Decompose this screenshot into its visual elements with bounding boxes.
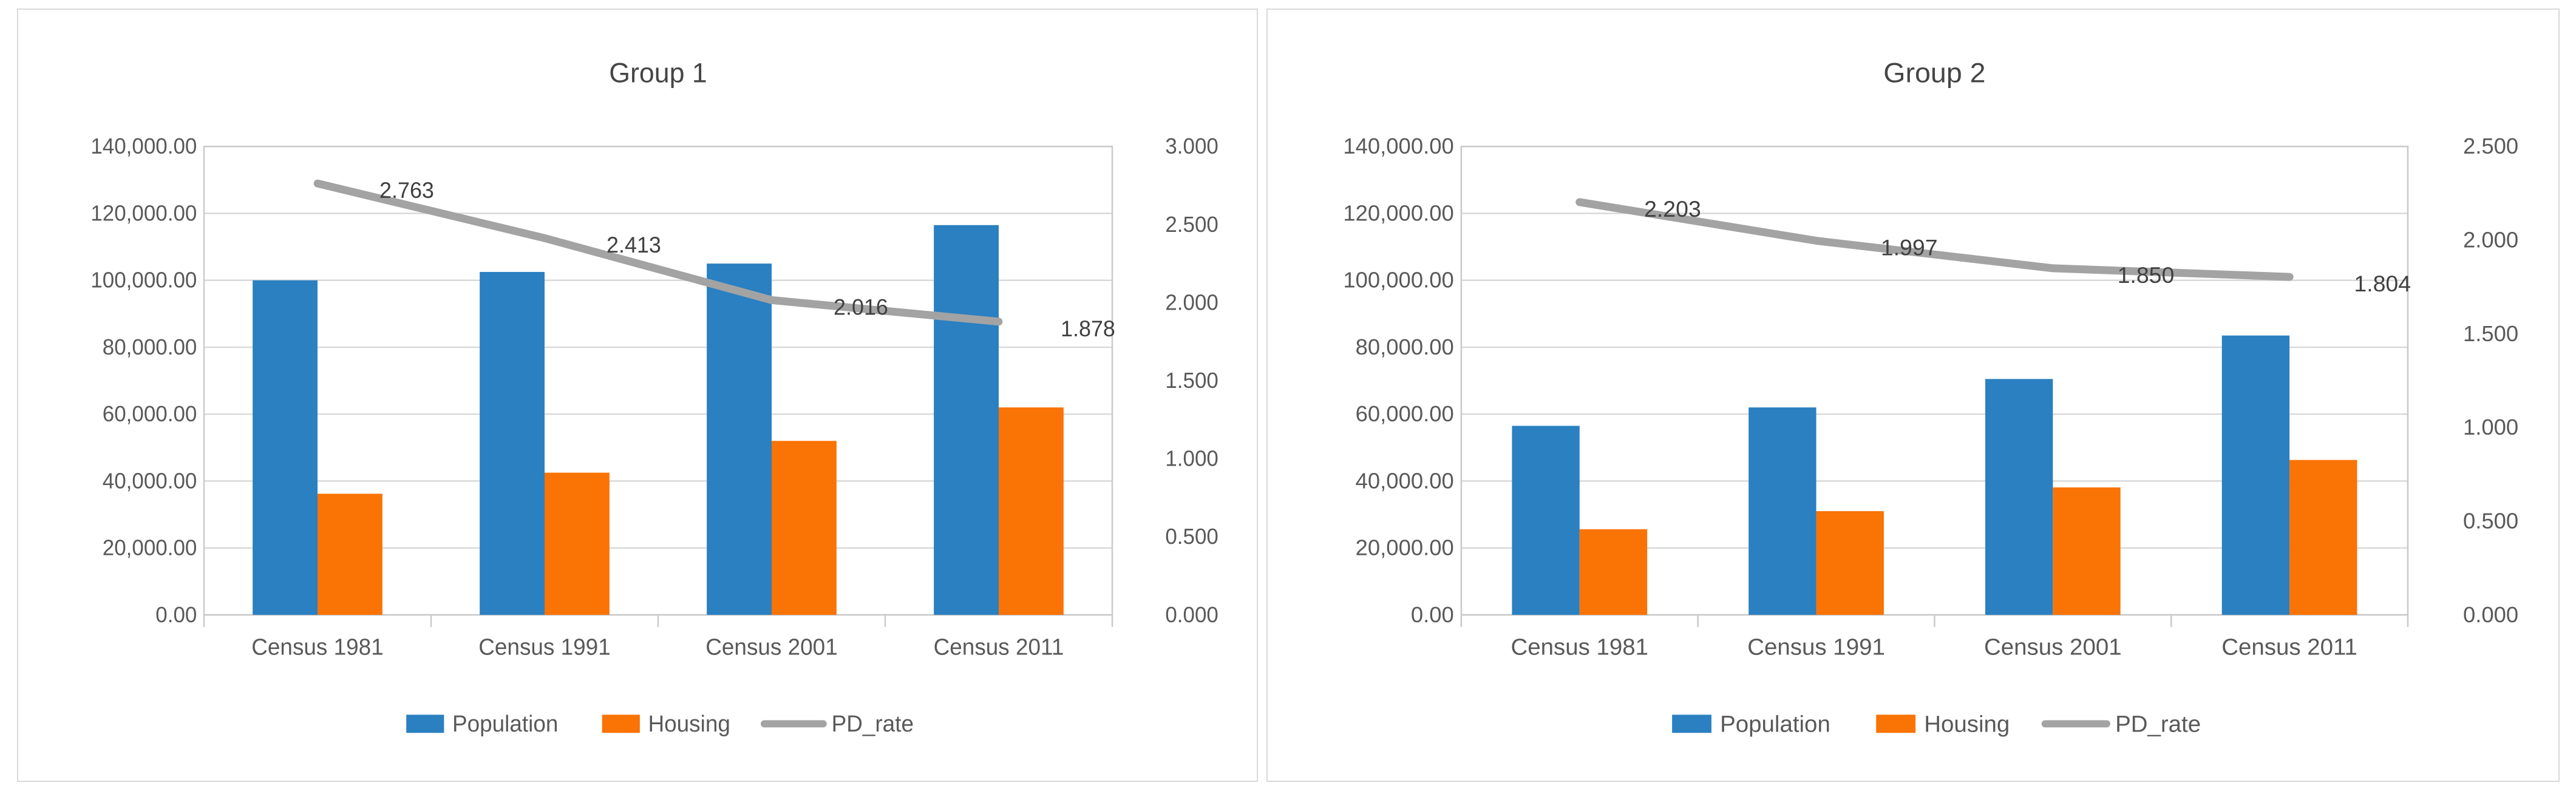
line-data-label: 1.878 — [1061, 316, 1115, 341]
bar-housing-census-1991 — [1816, 511, 1884, 615]
bar-housing-census-2011 — [2289, 460, 2357, 615]
right-axis-tick-label: 0.500 — [1165, 525, 1218, 549]
left-axis-tick-label: 20,000.00 — [1356, 535, 1454, 560]
chart-title: Group 1 — [609, 57, 707, 89]
line-data-label: 2.203 — [1644, 196, 1701, 222]
bar-population-census-2011 — [934, 225, 999, 615]
left-axis-tick-label: 100,000.00 — [1343, 268, 1453, 293]
left-axis-tick-label: 60,000.00 — [1356, 401, 1454, 426]
left-axis-tick-label: 60,000.00 — [103, 402, 197, 427]
right-axis-tick-label: 1.000 — [2463, 415, 2518, 440]
line-data-label: 1.850 — [2118, 262, 2175, 288]
bar-population-census-2001 — [707, 263, 772, 615]
line-pd_rate — [1575, 198, 2294, 281]
bar-housing-census-1991 — [545, 472, 610, 615]
chart-group-2: Group 2 140,000.00 120,000.00 100,000.00 80… — [1343, 57, 2518, 738]
legend-swatch-housing — [1876, 715, 1916, 733]
bar-population-census-1981 — [1512, 426, 1580, 615]
legend-swatch-housing — [602, 715, 640, 733]
right-axis-tick-label: 0.500 — [2463, 509, 2518, 534]
category-label: Census 2001 — [1984, 634, 2122, 660]
bar-housing-census-1981 — [1579, 529, 1648, 615]
legend-label-pd_rate: PD_rate — [2115, 711, 2201, 738]
right-axis-tick-label: 1.000 — [1165, 446, 1218, 471]
right-axis-tick-label: 1.500 — [1165, 368, 1218, 393]
bar-population-census-2001 — [1985, 379, 2053, 615]
line-pd_rate — [313, 179, 1003, 326]
left-axis-tick-label: 140,000.00 — [1343, 134, 1453, 159]
left-axis-tick-label: 100,000.00 — [90, 268, 197, 293]
right-axis-tick-label: 2.500 — [2463, 134, 2518, 159]
category-label: Census 2011 — [934, 634, 1064, 660]
chart-panel-group-1: Group 1 140,000.00 120,000.00 100,000.00 80… — [17, 8, 1258, 782]
legend-swatch-population — [1672, 715, 1711, 733]
legend-label-population: Population — [452, 711, 558, 737]
bar-housing-census-2011 — [999, 407, 1064, 615]
left-axis-tick-label: 40,000.00 — [103, 469, 197, 494]
bar-housing-census-2001 — [772, 441, 837, 615]
line-data-label: 1.804 — [2354, 271, 2411, 296]
right-axis-tick-label: 2.000 — [1165, 290, 1218, 315]
line-data-label: 1.997 — [1881, 235, 1938, 260]
legend-label-housing: Housing — [1924, 711, 2010, 738]
left-axis-tick-label: 80,000.00 — [1356, 334, 1454, 359]
line-data-label: 2.016 — [834, 294, 888, 320]
left-axis-tick-label: 20,000.00 — [103, 535, 197, 560]
legend-swatch-population — [406, 715, 444, 733]
bar-population-census-1981 — [253, 280, 318, 615]
chart-panel-group-2: Group 2 140,000.00 120,000.00 100,000.00 80… — [1266, 8, 2560, 782]
line-data-label: 2.763 — [379, 178, 434, 203]
category-label: Census 2011 — [2221, 634, 2357, 660]
right-axis-tick-label: 0.000 — [1165, 602, 1218, 627]
bar-housing-census-2001 — [2053, 487, 2121, 615]
left-axis-tick-label: 120,000.00 — [1343, 201, 1453, 226]
category-label: Census 2001 — [705, 634, 837, 660]
legend-label-population: Population — [1720, 711, 1830, 738]
left-axis-tick-label: 40,000.00 — [1356, 469, 1454, 494]
right-axis-tick-label: 0.000 — [2463, 602, 2518, 627]
left-axis-tick-label: 0.00 — [1411, 602, 1454, 627]
bar-population-census-1991 — [480, 271, 545, 615]
legend-label-pd_rate: PD_rate — [832, 711, 914, 737]
category-label: Census 1991 — [478, 634, 610, 660]
right-axis-tick-label: 3.000 — [1165, 134, 1218, 159]
right-axis-tick-label: 2.000 — [2463, 228, 2518, 253]
legend-label-housing: Housing — [648, 711, 730, 737]
category-label: Census 1981 — [251, 634, 383, 660]
right-axis-tick-label: 2.500 — [1165, 212, 1218, 237]
category-label: Census 1991 — [1747, 634, 1885, 660]
category-label: Census 1981 — [1511, 634, 1648, 660]
line-data-label: 2.413 — [607, 233, 661, 258]
chart-title: Group 2 — [1883, 57, 1985, 89]
bar-population-census-2011 — [2221, 335, 2290, 615]
bar-population-census-1991 — [1748, 407, 1816, 615]
chart-group-1: Group 1 140,000.00 120,000.00 100,000.00 80… — [90, 57, 1218, 737]
bar-housing-census-1981 — [318, 494, 382, 615]
right-axis-tick-label: 1.500 — [2463, 321, 2518, 346]
left-axis-tick-label: 80,000.00 — [103, 335, 197, 360]
left-axis-tick-label: 120,000.00 — [90, 201, 197, 226]
left-axis-tick-label: 0.00 — [155, 602, 197, 627]
left-axis-tick-label: 140,000.00 — [90, 134, 197, 159]
